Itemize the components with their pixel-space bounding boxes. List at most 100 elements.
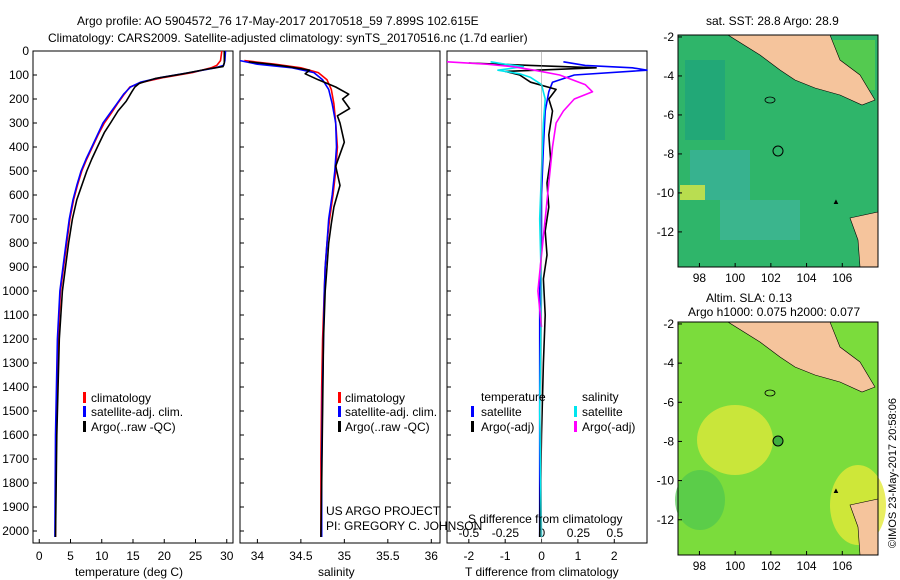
sst-triangle-marker: ▲ xyxy=(832,197,840,206)
map-x-tick-label: 98 xyxy=(693,559,707,573)
x-tick-label: -2 xyxy=(463,549,474,563)
legend-title-salinity: salinity xyxy=(582,390,619,404)
x-tick-label: 36 xyxy=(425,549,439,563)
x-tick-label: 35.5 xyxy=(376,549,400,563)
depth-tick-label: 1600 xyxy=(2,428,29,442)
x-tick-label: 15 xyxy=(126,549,140,563)
sla-land-sumatra xyxy=(726,321,876,393)
legend-title-temperature: temperature xyxy=(481,390,546,404)
depth-tick-label: 200 xyxy=(9,92,29,106)
depth-tick-label: 700 xyxy=(9,212,29,226)
credit-pi: PI: GREGORY C. JOHNSON xyxy=(326,519,482,533)
legend-label-temp-argo: Argo(-adj) xyxy=(481,420,534,434)
legend-swatch-argo xyxy=(83,421,86,432)
sst-patch xyxy=(720,200,800,240)
sla-triangle-marker: ▲ xyxy=(832,486,840,495)
series-line-salinity-argo-adj- xyxy=(446,61,594,328)
salinity-frame xyxy=(239,50,441,544)
series-line-climatology xyxy=(54,50,223,538)
sst-y-ticks: -2 -4 -6 -8 -10 -12 xyxy=(657,30,682,239)
depth-tick-label: 900 xyxy=(9,260,29,274)
credit-project: US ARGO PROJECT xyxy=(326,504,441,518)
sla-island xyxy=(764,389,776,397)
temperature-series xyxy=(54,50,227,538)
depth-tick-label: 600 xyxy=(9,188,29,202)
legend-swatch-argo xyxy=(338,421,341,432)
legend-swatch-satellite xyxy=(83,406,86,417)
series-line-argo xyxy=(54,51,226,538)
sst-map-title: sat. SST: 28.8 Argo: 28.9 xyxy=(706,14,839,28)
sla-x-ticks: 98 100 102 104 106 xyxy=(693,551,853,573)
s-diff-tick-label: 0.5 xyxy=(607,526,624,540)
sla-map-title: Altim. SLA: 0.13 xyxy=(706,291,792,305)
temperature-panel: 0 5 10 15 20 25 30 temperature (deg C) climato… xyxy=(32,50,234,579)
x-tick-label: 20 xyxy=(158,549,172,563)
map-y-tick-label: -12 xyxy=(657,513,675,527)
difference-series xyxy=(446,51,648,543)
x-tick-label: 34.5 xyxy=(289,549,313,563)
x-tick-label: 10 xyxy=(95,549,109,563)
x-tick-label: -1 xyxy=(500,549,511,563)
legend-label-sal-argo: Argo(-adj) xyxy=(582,420,635,434)
difference-panel: -2 -1 0 1 2-0.5 -0.25 0 0.25 0.5 S difference fr… xyxy=(446,50,648,579)
sla-map: Altim. SLA: 0.13 Argo h1000: 0.075 h2000… xyxy=(657,291,886,573)
sst-x-ticks: 98 100 102 104 106 xyxy=(693,263,853,285)
legend-swatch-sal-argo xyxy=(574,421,577,432)
salinity-legend: climatology satellite-adj. clim. Argo(..… xyxy=(338,391,437,434)
map-y-tick-label: -4 xyxy=(663,69,674,83)
depth-tick-label: 2000 xyxy=(2,524,29,538)
salinity-x-ticks: 34 34.5 35 35.5 36 xyxy=(240,50,439,563)
footer-stamp: ©IMOS 23-May-2017 20:58:06 xyxy=(887,398,899,548)
map-y-tick-label: -10 xyxy=(657,186,675,200)
legend-label-argo: Argo(..raw -QC) xyxy=(91,420,176,434)
salinity-series xyxy=(239,59,351,538)
series-line-temperature-argo-adj- xyxy=(468,62,597,538)
map-x-tick-label: 104 xyxy=(797,271,817,285)
map-x-tick-label: 106 xyxy=(832,559,852,573)
legend-label-temp-satellite: satellite xyxy=(481,405,522,419)
difference-x-ticks: -2 -1 0 1 2-0.5 -0.25 0 0.25 0.5 xyxy=(447,50,624,563)
temperature-xlabel: temperature (deg C) xyxy=(75,565,183,579)
legend-swatch-satellite xyxy=(338,406,341,417)
depth-axis: 0 100 200 300 400 500 600 700 800 900 1000 1100 1200… xyxy=(2,44,29,538)
map-x-tick-label: 102 xyxy=(761,271,781,285)
map-y-tick-label: -10 xyxy=(657,474,675,488)
map-x-tick-label: 104 xyxy=(797,559,817,573)
legend-swatch-sal-satellite xyxy=(574,406,577,417)
sla-frame xyxy=(677,321,879,556)
depth-tick-label: 1700 xyxy=(2,452,29,466)
map-x-tick-label: 102 xyxy=(761,559,781,573)
depth-tick-label: 1200 xyxy=(2,332,29,346)
depth-tick-label: 1500 xyxy=(2,404,29,418)
sst-island xyxy=(764,96,776,104)
series-line-temperature-satellite xyxy=(538,61,648,537)
legend-label-sal-satellite: satellite xyxy=(582,405,623,419)
map-y-tick-label: -2 xyxy=(663,317,674,331)
difference-frame xyxy=(446,50,648,544)
sla-map-subtitle: Argo h1000: 0.075 h2000: 0.077 xyxy=(688,305,860,319)
depth-tick-label: 1400 xyxy=(2,380,29,394)
x-tick-label: 25 xyxy=(189,549,203,563)
depth-tick-label: 800 xyxy=(9,236,29,250)
depth-tick-label: 0 xyxy=(22,44,29,58)
sst-patch xyxy=(680,185,705,200)
s-diff-tick-label: -0.5 xyxy=(459,526,480,540)
map-x-tick-label: 106 xyxy=(832,271,852,285)
depth-tick-label: 1100 xyxy=(3,308,29,322)
sla-high-patch xyxy=(697,405,773,475)
x-tick-label: 0 xyxy=(36,549,43,563)
sla-argo-marker xyxy=(772,435,784,447)
salinity-panel: 34 34.5 35 35.5 36 salinity climatology sate… xyxy=(239,50,482,579)
x-tick-label: 2 xyxy=(611,549,618,563)
map-x-tick-label: 100 xyxy=(725,559,745,573)
x-tick-label: 1 xyxy=(575,549,582,563)
depth-tick-label: 400 xyxy=(9,140,29,154)
sst-argo-marker xyxy=(772,145,784,157)
difference-top-label: S difference from climatology xyxy=(468,512,623,526)
legend-label-climatology: climatology xyxy=(345,391,405,405)
depth-tick-label: 1900 xyxy=(2,500,29,514)
legend-label-argo: Argo(..raw -QC) xyxy=(345,420,430,434)
map-y-tick-label: -8 xyxy=(663,434,674,448)
salinity-xlabel: salinity xyxy=(318,565,355,579)
x-tick-label: 35 xyxy=(338,549,352,563)
